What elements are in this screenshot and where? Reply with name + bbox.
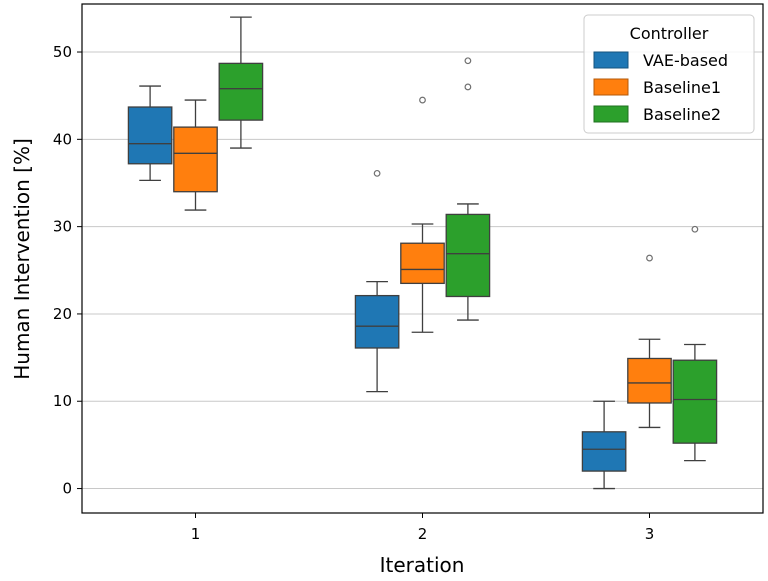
legend-label: Baseline2 bbox=[643, 105, 721, 124]
box-iqr bbox=[445, 213, 491, 298]
y-tick-label: 30 bbox=[53, 218, 72, 236]
legend-title: Controller bbox=[630, 24, 709, 43]
x-axis-title: Iteration bbox=[380, 553, 465, 577]
y-tick-label: 50 bbox=[53, 43, 72, 61]
y-tick-label: 20 bbox=[53, 305, 72, 323]
legend-swatch bbox=[593, 105, 629, 123]
outlier-point bbox=[691, 225, 699, 233]
box-baseline2-iter-2 bbox=[445, 57, 491, 321]
box-iqr bbox=[581, 431, 627, 472]
legend: Controller VAE-based Baseline1 Baseline2 bbox=[583, 14, 755, 134]
y-tick-label: 10 bbox=[53, 392, 72, 410]
box-baseline2-iter-1 bbox=[218, 16, 264, 149]
y-tick-label: 40 bbox=[53, 130, 72, 148]
outlier-point bbox=[464, 57, 472, 65]
box-iqr bbox=[672, 359, 718, 444]
box-baseline2-iter-3 bbox=[672, 225, 718, 462]
box-iqr bbox=[218, 62, 264, 121]
legend-swatch bbox=[593, 51, 629, 69]
outlier-point bbox=[464, 83, 472, 91]
box-plot-series bbox=[127, 16, 718, 490]
outlier-point bbox=[373, 169, 381, 177]
legend-label: Baseline1 bbox=[643, 78, 721, 97]
box-iqr bbox=[400, 242, 445, 285]
box-vae-based-iter-3 bbox=[581, 400, 627, 490]
x-tick-label: 2 bbox=[418, 525, 428, 543]
legend-label: VAE-based bbox=[643, 51, 728, 70]
legend-swatch bbox=[593, 78, 629, 96]
box-vae-based-iter-1 bbox=[127, 85, 173, 182]
box-baseline1-iter-1 bbox=[173, 99, 218, 211]
box-iqr bbox=[173, 126, 218, 193]
legend-frame bbox=[583, 14, 755, 134]
box-baseline1-iter-2 bbox=[400, 96, 445, 333]
box-iqr bbox=[127, 106, 173, 165]
axes: 0 10 20 30 40 50 1 2 3 bbox=[53, 43, 654, 543]
y-tick-label: 0 bbox=[62, 480, 72, 498]
box-iqr bbox=[354, 294, 400, 349]
box-vae-based-iter-2 bbox=[354, 169, 400, 393]
box-iqr bbox=[627, 357, 672, 404]
outlier-point bbox=[419, 96, 426, 104]
outlier-point bbox=[646, 254, 653, 262]
x-tick-label: 1 bbox=[191, 525, 201, 543]
box-baseline1-iter-3 bbox=[627, 254, 672, 429]
y-axis-title: Human Intervention [%] bbox=[10, 138, 34, 380]
x-tick-label: 3 bbox=[645, 525, 655, 543]
